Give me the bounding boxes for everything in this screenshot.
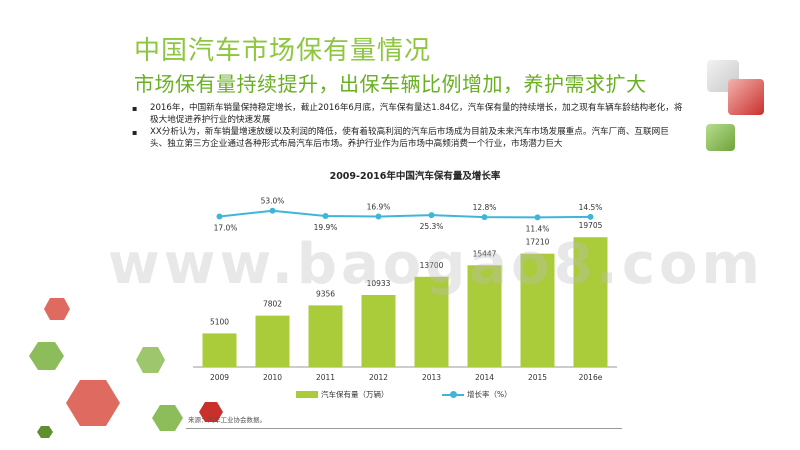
watermark: www.baogao8.com bbox=[108, 232, 764, 297]
bullet-dot-icon: ▪ bbox=[132, 128, 138, 137]
bullet-dot-icon: ▪ bbox=[132, 104, 138, 113]
bar-value-label: 9356 bbox=[316, 289, 335, 298]
growth-label: 14.5% bbox=[579, 203, 603, 212]
growth-label: 53.0% bbox=[261, 197, 285, 206]
deco-hex-red-large bbox=[66, 380, 120, 426]
growth-label: 11.4% bbox=[526, 224, 550, 233]
growth-point bbox=[216, 213, 223, 220]
bar bbox=[467, 265, 502, 367]
growth-point bbox=[375, 213, 382, 220]
bar bbox=[255, 315, 290, 367]
bar-value-label: 19705 bbox=[579, 221, 603, 230]
growth-point bbox=[428, 212, 435, 219]
bullet-list: ▪ 2016年，中国新车销量保持稳定增长，截止2016年6月底，汽车保有量达1.… bbox=[132, 103, 685, 151]
page-subtitle: 市场保有量持续提升，出保车辆比例增加，养护需求扩大 bbox=[134, 72, 647, 96]
page-title: 中国汽车市场保有量情况 bbox=[134, 36, 432, 66]
legend-line-label: 增长率（%） bbox=[467, 390, 512, 399]
growth-point bbox=[534, 214, 541, 221]
bar bbox=[573, 237, 608, 367]
deco-square-red bbox=[728, 79, 764, 115]
legend-item-bar: 汽车保有量（万辆） bbox=[296, 389, 389, 400]
bullet-text: 2016年，中国新车销量保持稳定增长，截止2016年6月底，汽车保有量达1.84… bbox=[150, 103, 683, 125]
bar-value-label: 5100 bbox=[210, 317, 229, 326]
growth-label: 25.3% bbox=[420, 222, 444, 231]
bullet-text: XX分析认为，新车销量增速放缓以及利润的降低，使有着较高利润的汽车后市场成为目前… bbox=[150, 127, 669, 149]
bar bbox=[202, 333, 237, 367]
growth-label: 19.9% bbox=[314, 223, 338, 232]
footer-rule bbox=[186, 428, 622, 429]
deco-square-green bbox=[706, 124, 735, 151]
growth-point bbox=[269, 207, 276, 214]
deco-hex-green-mid bbox=[152, 405, 183, 431]
bar-value-label: 17210 bbox=[526, 238, 550, 247]
x-tick-label: 2014 bbox=[475, 373, 494, 382]
deco-hex-red-tiny bbox=[199, 402, 223, 422]
x-tick-label: 2011 bbox=[316, 373, 335, 382]
deco-hex-green-large bbox=[29, 342, 64, 370]
bar-value-label: 10933 bbox=[367, 279, 391, 288]
bar bbox=[520, 253, 555, 367]
growth-label: 17.0% bbox=[214, 224, 238, 233]
growth-line bbox=[219, 209, 591, 219]
chart-title: 2009-2016年中国汽车保有量及增长率 bbox=[329, 171, 501, 182]
x-tick-label: 2016e bbox=[579, 373, 603, 382]
bar bbox=[361, 295, 396, 367]
bullet-item: ▪ 2016年，中国新车销量保持稳定增长，截止2016年6月底，汽车保有量达1.… bbox=[132, 103, 685, 126]
x-tick-label: 2012 bbox=[369, 373, 388, 382]
legend-bar-label: 汽车保有量（万辆） bbox=[321, 390, 389, 399]
bullet-item: ▪ XX分析认为，新车销量增速放缓以及利润的降低，使有着较高利润的汽车后市场成为… bbox=[132, 127, 685, 150]
x-tick-label: 2009 bbox=[210, 373, 229, 382]
growth-point bbox=[481, 214, 488, 221]
x-tick-label: 2013 bbox=[422, 373, 441, 382]
legend-bar-swatch bbox=[296, 391, 318, 398]
growth-point bbox=[587, 213, 594, 220]
bar bbox=[414, 276, 449, 367]
x-tick-label: 2015 bbox=[528, 373, 547, 382]
x-tick-label: 2010 bbox=[263, 373, 282, 382]
bar bbox=[308, 305, 343, 367]
deco-hex-red-small bbox=[44, 298, 70, 320]
legend-line-swatch bbox=[442, 390, 464, 398]
bar-value-label: 7802 bbox=[263, 300, 282, 309]
bar-value-label: 15447 bbox=[473, 249, 497, 258]
legend-item-line: 增长率（%） bbox=[442, 389, 512, 400]
growth-label: 16.9% bbox=[367, 203, 391, 212]
growth-point bbox=[322, 213, 329, 220]
source-note: 来源：汽车工业协会数据。 bbox=[188, 416, 266, 424]
deco-hex-green-tiny bbox=[37, 426, 53, 438]
growth-label: 12.8% bbox=[473, 203, 497, 212]
deco-hex-green-small bbox=[136, 347, 165, 373]
bar-value-label: 13700 bbox=[420, 261, 444, 270]
